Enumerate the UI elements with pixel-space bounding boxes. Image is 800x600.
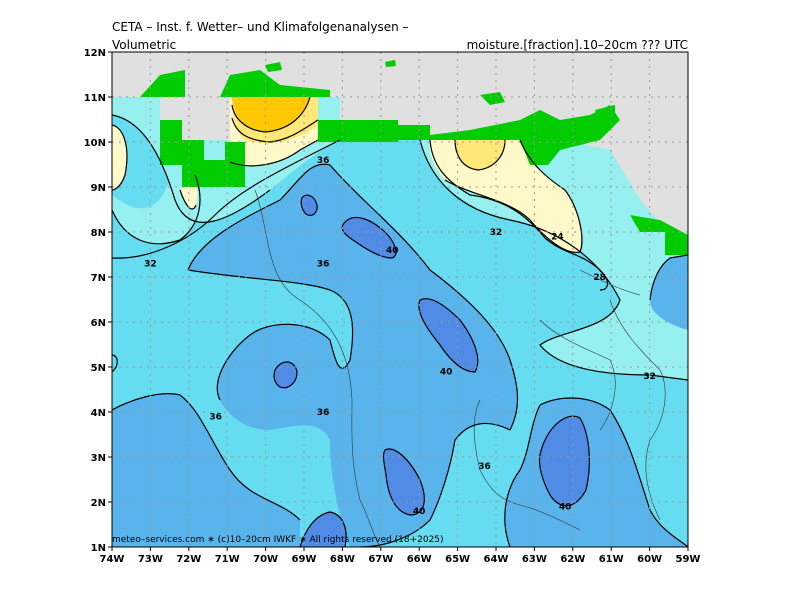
y-tick-label: 2N <box>91 498 106 509</box>
field-28-32-west <box>112 165 200 244</box>
x-tick-label: 67W <box>368 554 393 565</box>
x-tick-label: 65W <box>445 554 470 565</box>
y-tick-label: 9N <box>91 183 106 194</box>
contour-36-east2 <box>504 404 541 547</box>
contour-40-b <box>418 298 479 373</box>
contour-value-label: 40 <box>440 368 453 378</box>
x-tick-label: 73W <box>138 554 163 565</box>
map-title: CETA – Inst. f. Wetter– und Klimafolgena… <box>112 20 409 34</box>
contour-lines <box>112 96 688 547</box>
y-tick-label: 3N <box>91 453 106 464</box>
contour-value-label: 28 <box>593 273 606 283</box>
field-28-32 <box>112 97 688 380</box>
x-tick-label: 64W <box>484 554 509 565</box>
contour-36-mid <box>187 269 354 369</box>
contour-40-g <box>299 511 347 547</box>
field-gt40-f <box>301 195 318 216</box>
contour-value-label: 32 <box>643 372 656 382</box>
field-gt40-e <box>274 361 297 388</box>
contour-east-edge <box>112 354 118 373</box>
contour-24-north <box>229 139 319 167</box>
x-tick-label: 74W <box>100 554 125 565</box>
contour-value-label: 40 <box>386 246 399 256</box>
contour-16-north <box>231 96 311 133</box>
x-tick-label: 63W <box>522 554 547 565</box>
contour-value-label: 36 <box>209 413 222 423</box>
lat-lon-grid <box>112 52 688 547</box>
contour-west-b <box>112 174 201 245</box>
contour-40-e <box>273 361 298 389</box>
contour-value-label: 36 <box>317 156 330 166</box>
field-gt40-b <box>418 298 478 372</box>
contour-value-label: 24 <box>551 233 564 243</box>
contour-value-label: 36 <box>478 462 491 472</box>
plot-frame <box>111 51 689 548</box>
variable-description: moisture.[fraction].10–20cm ??? UTC <box>466 38 688 52</box>
y-tick-label: 12N <box>84 48 106 59</box>
contour-24-east <box>444 139 583 253</box>
x-tick-label: 72W <box>176 554 201 565</box>
x-tick-label: 71W <box>215 554 240 565</box>
contour-value-label: 36 <box>317 260 330 270</box>
contour-28-east <box>429 139 609 291</box>
contour-40-c <box>538 415 590 507</box>
variable-label: Volumetric <box>112 38 177 52</box>
contour-20-north <box>231 117 319 143</box>
field-24-28-east <box>429 140 582 253</box>
coastal-cells <box>140 60 688 255</box>
field-20-24-east <box>455 140 505 170</box>
contour-value-label: 36 <box>317 408 330 418</box>
contour-west-a <box>112 124 128 191</box>
field-gt40-a <box>342 217 396 258</box>
field-36-40 <box>188 164 518 547</box>
contour-36-south <box>359 422 511 547</box>
contour-value-label: 32 <box>490 228 503 238</box>
contour-20-east <box>454 139 506 171</box>
country-borders <box>254 189 666 547</box>
y-tick-label: 5N <box>91 363 106 374</box>
y-tick-label: 8N <box>91 228 106 239</box>
contour-32-east <box>419 139 688 381</box>
contour-36-southwest <box>112 393 301 521</box>
y-tick-label: 6N <box>91 318 106 329</box>
x-tick-label: 62W <box>560 554 585 565</box>
contour-40-f <box>300 194 318 216</box>
map-fields <box>112 52 688 547</box>
contour-40-a <box>341 217 397 259</box>
field-gt40-d <box>383 449 425 515</box>
x-tick-label: 59W <box>676 554 701 565</box>
x-tick-label: 70W <box>253 554 278 565</box>
contour-28-west <box>112 114 271 223</box>
y-tick-label: 4N <box>91 408 106 419</box>
x-tick-label: 66W <box>407 554 432 565</box>
x-tick-label: 61W <box>599 554 624 565</box>
field-36-40-south <box>112 393 300 547</box>
field-gt40-g <box>300 512 347 547</box>
contour-value-label: 40 <box>413 507 426 517</box>
y-tick-label: 1N <box>91 543 106 554</box>
y-tick-label: 10N <box>84 138 106 149</box>
field-36-40-ne <box>650 255 688 330</box>
axis-ticks: 74W 73W 72W 71W 70W 69W 68W 67W 66W 65W 64W 63W 62W 6… <box>84 48 701 565</box>
contour-32-ne <box>649 254 688 301</box>
field-gt40-c <box>539 416 590 506</box>
field-24-28-west2 <box>180 180 198 210</box>
y-tick-label: 11N <box>84 93 106 104</box>
contour-value-label: 32 <box>144 260 157 270</box>
field-24-28-west <box>112 125 127 190</box>
contour-labels: 36 32 36 40 32 24 28 40 32 36 36 36 40 40 <box>144 156 656 517</box>
contour-36-north <box>187 163 519 431</box>
copyright-footer: meteo–services.com ∗ (c)10–20cm IWKF ∗ A… <box>112 535 444 545</box>
y-tick-label: 7N <box>91 273 106 284</box>
contour-32-north <box>112 139 341 259</box>
contour-40-d <box>382 448 425 516</box>
x-tick-label: 69W <box>292 554 317 565</box>
contour-36-east <box>539 397 688 547</box>
x-tick-label: 60W <box>637 554 662 565</box>
contour-value-label: 40 <box>559 503 572 513</box>
x-tick-label: 68W <box>330 554 355 565</box>
contour-36-inner <box>216 323 331 401</box>
